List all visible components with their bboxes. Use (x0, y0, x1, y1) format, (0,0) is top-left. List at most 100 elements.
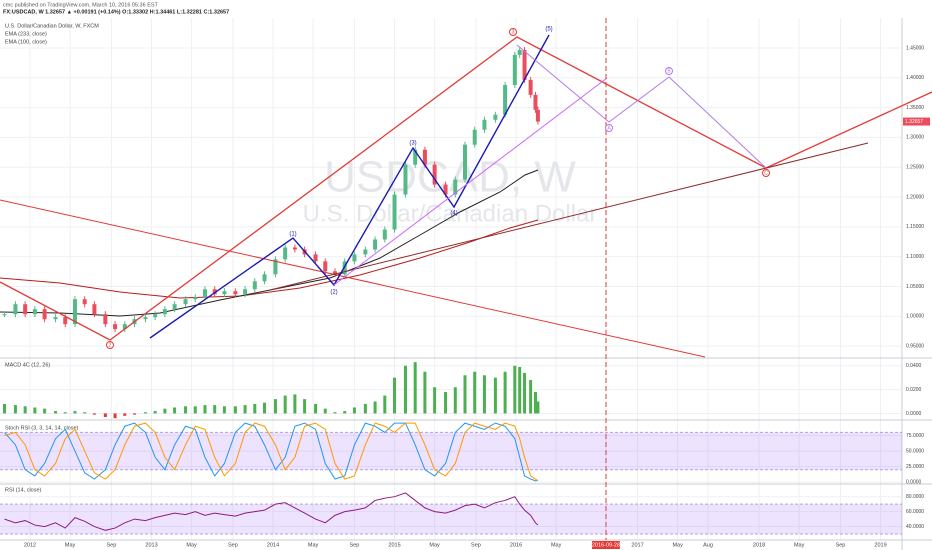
candle-body (422, 149, 427, 165)
y-tick-label: 50.0000 (906, 448, 924, 454)
wave-label: 3 (512, 29, 515, 35)
x-tick-label: Sep (350, 542, 360, 548)
macd-bar (453, 387, 457, 414)
macd-bar (83, 412, 87, 414)
y-tick-label: 1.30000 (906, 135, 924, 141)
macd-bar (403, 365, 407, 414)
wave-label: C (764, 170, 768, 176)
candle-body (153, 314, 158, 318)
wave-label: (2) (330, 290, 337, 296)
macd-bar (523, 372, 527, 414)
macd-bar (482, 375, 486, 414)
x-tick-label: 2012 (24, 542, 36, 548)
macd-bar (63, 412, 67, 414)
candle-body (352, 254, 357, 262)
candle-body (183, 299, 188, 305)
wave-label: B (667, 68, 671, 74)
wave-circle (509, 28, 517, 36)
candle-body (92, 304, 97, 315)
candle-body (323, 261, 328, 272)
macd-bar (263, 402, 267, 414)
y-tick-label: 0.0000 (906, 479, 922, 485)
y-tick-label: 1.20000 (906, 194, 924, 200)
macd-bar (273, 399, 277, 414)
x-tick-label: May (672, 542, 683, 548)
projection-path (516, 44, 767, 169)
pane-title: Stoch RSI (3, 3, 14, 14, close) (5, 425, 79, 431)
macd-bar (314, 403, 318, 414)
y-tick-label: 1.00000 (906, 314, 924, 320)
macd-bar (13, 405, 17, 414)
last-price-tag (903, 117, 930, 126)
candle-body (32, 309, 37, 315)
wave-label: A (607, 125, 611, 131)
candle-body (283, 247, 288, 260)
candle-body (82, 299, 87, 305)
macd-bar (243, 405, 247, 414)
candle-body (122, 324, 127, 330)
macd-bar (323, 408, 327, 414)
macd-bar (473, 371, 477, 414)
candle-body (382, 229, 387, 240)
candle-body (503, 84, 508, 115)
watermark-symbol: USDCAD, W (324, 153, 576, 202)
candle-body (472, 129, 477, 145)
candle-body (432, 164, 437, 185)
wave-circle (106, 341, 114, 349)
macd-bar (133, 413, 137, 415)
macd-bar (153, 411, 157, 414)
grid (0, 18, 902, 540)
x-tick-label: 2013 (145, 542, 157, 548)
wave-circle (762, 169, 770, 177)
x-tick-label: May (186, 542, 197, 548)
candle-body (212, 289, 217, 295)
elliott-channel (0, 36, 932, 341)
candle-body (392, 194, 397, 230)
x-tick-label: Aug (703, 542, 713, 548)
symbol-line: FX:USDCAD, W 1.32657 ▲ +0.00191 (+0.14%)… (3, 9, 229, 15)
wave-label: (3) (409, 141, 416, 147)
macd-bar (529, 380, 533, 414)
legend-item: EMA (233, close) (5, 31, 47, 37)
candle-body (453, 179, 458, 195)
stoch-line (4, 422, 539, 482)
x-tick-label: 2018 (753, 542, 765, 548)
candle-body (493, 114, 498, 120)
candle-body (292, 247, 297, 250)
macd-bar (463, 375, 467, 414)
drawings (0, 18, 932, 540)
candle-body (222, 291, 227, 295)
candle-body (2, 314, 7, 316)
candle-body (403, 164, 408, 195)
macd-bar (23, 406, 27, 414)
x-tick-label: May (308, 542, 319, 548)
wave-label: 2 (109, 342, 112, 348)
candle-body (342, 261, 347, 275)
macd-bar (433, 387, 437, 414)
x-tick-label: 2014 (267, 542, 279, 548)
y-tick-label: 80.0000 (906, 494, 924, 500)
candle-body (113, 324, 118, 330)
macd-bar (253, 403, 257, 414)
macd-bar (283, 395, 287, 414)
x-tick-label: Sep (107, 542, 117, 548)
macd-bar (363, 403, 367, 414)
x-tick-label: May (429, 542, 440, 548)
y-tick-label: 1.15000 (906, 224, 924, 230)
macd-bar (536, 401, 540, 414)
y-tick-label: 0.0000 (906, 411, 922, 417)
x-tick-label: 2017 (631, 542, 643, 548)
trendline (333, 77, 608, 286)
x-tick-label: May (65, 542, 76, 548)
candle-body (23, 304, 28, 315)
header-bg (0, 0, 932, 17)
macd-bar (193, 406, 197, 414)
candle-body (463, 144, 468, 180)
macd-bar (184, 406, 188, 414)
candle-body (533, 94, 538, 110)
macd-bar (513, 365, 517, 414)
candle-body (522, 50, 527, 80)
macd-bar (103, 413, 107, 418)
y-tick-label: 0.0400 (906, 363, 922, 369)
candle-body (313, 254, 318, 262)
